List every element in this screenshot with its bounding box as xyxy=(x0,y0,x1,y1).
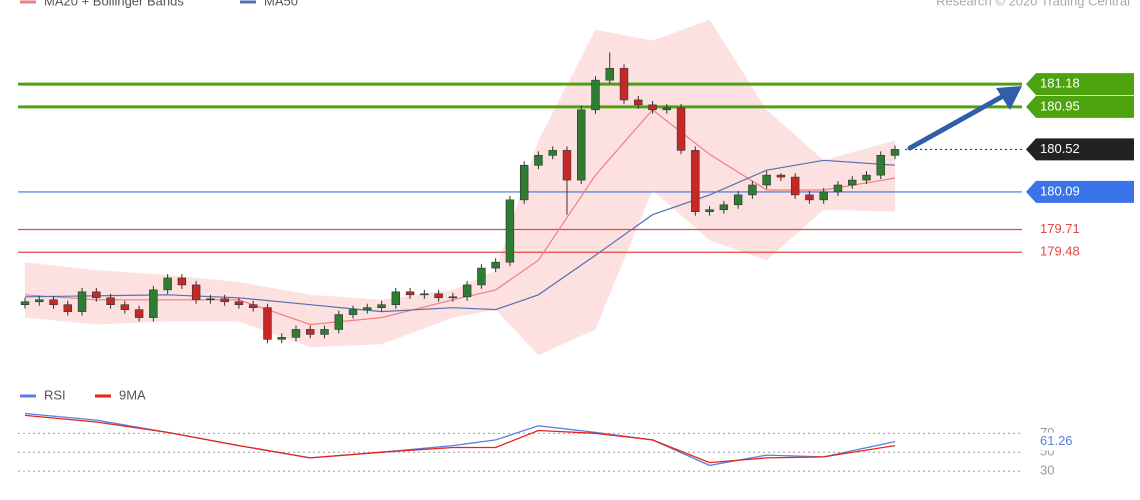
candle-body xyxy=(334,314,343,330)
candle-body xyxy=(548,150,557,156)
candle-body xyxy=(462,284,472,298)
level-label: 179.48 xyxy=(1040,244,1080,259)
candle-body xyxy=(862,174,871,181)
candle-body xyxy=(648,104,657,111)
rsi-line xyxy=(24,414,896,464)
candle-body xyxy=(263,307,272,340)
candle-body xyxy=(619,67,629,101)
candle-body xyxy=(491,261,500,269)
candle-body xyxy=(577,109,586,181)
candle-body xyxy=(591,79,600,111)
y-tick-label: 30 xyxy=(1040,463,1054,478)
candle-body xyxy=(819,191,828,201)
candle-body xyxy=(805,194,814,201)
candle-body xyxy=(291,329,301,338)
legend-label: MA50 xyxy=(264,0,298,8)
candle-body xyxy=(634,99,643,106)
ma-line xyxy=(24,159,896,313)
candle-body xyxy=(405,291,415,296)
candle-body xyxy=(434,293,443,299)
price-panel xyxy=(18,19,1022,356)
value-label-bg xyxy=(1034,432,1094,451)
candle-body xyxy=(177,277,187,286)
candle-body xyxy=(234,301,244,306)
candle-body xyxy=(776,174,786,178)
candle-body xyxy=(206,298,215,301)
candle-body xyxy=(719,204,729,211)
candle-body xyxy=(20,301,30,306)
candle-body xyxy=(605,67,614,81)
candle-body xyxy=(691,150,700,213)
level-label: 181.18 xyxy=(1040,76,1080,91)
forecast-arrow xyxy=(907,86,1022,151)
value-label: 61.26 xyxy=(1040,433,1073,448)
candle-body xyxy=(191,284,201,301)
candle-body xyxy=(733,194,743,206)
candle-body xyxy=(662,107,672,111)
candle-body xyxy=(120,304,130,310)
level-badge xyxy=(1026,138,1134,161)
candle-body xyxy=(505,199,515,263)
bollinger-band xyxy=(25,19,895,356)
candle-body xyxy=(277,337,286,340)
candle-body xyxy=(248,304,258,308)
candle-body xyxy=(49,299,58,306)
candle-body xyxy=(519,164,529,201)
candle-body xyxy=(790,176,800,196)
legend-label: MA20 + Bollinger Bands xyxy=(44,0,184,8)
level-label: 179.71 xyxy=(1040,221,1080,236)
candle-body xyxy=(320,329,329,335)
candle-body xyxy=(348,309,358,315)
candle-body xyxy=(762,174,771,186)
level-badge xyxy=(1026,180,1134,203)
candle-body xyxy=(163,277,172,291)
legend-label: RSI xyxy=(44,387,66,402)
candle-body xyxy=(562,150,572,181)
level-label: 180.95 xyxy=(1040,98,1080,113)
candle-body xyxy=(833,184,843,193)
candle-body xyxy=(534,155,543,166)
candle-body xyxy=(92,291,101,299)
candle-body xyxy=(420,293,429,296)
source: Research © 2020 Trading Central xyxy=(936,0,1130,8)
candle-body xyxy=(448,296,458,299)
level-badge xyxy=(1026,73,1134,96)
candle-body xyxy=(705,209,714,213)
candle-body xyxy=(363,307,372,310)
candle-body xyxy=(220,298,229,303)
candle-body xyxy=(676,107,686,151)
candle-body xyxy=(847,179,857,186)
level-label: 180.52 xyxy=(1040,141,1080,156)
candle-body xyxy=(391,291,401,306)
legend-label: 9MA xyxy=(119,387,146,402)
candle-body xyxy=(106,297,115,306)
candle-body xyxy=(149,289,158,318)
candle-body xyxy=(134,309,144,318)
level-badge xyxy=(1026,95,1134,118)
level-label: 180.09 xyxy=(1040,183,1080,198)
candle-body xyxy=(35,299,44,303)
candle-body xyxy=(890,149,900,156)
candle-body xyxy=(306,329,315,335)
candle-body xyxy=(77,291,87,312)
candle-body xyxy=(477,267,486,286)
candle-body xyxy=(876,155,885,176)
candle-body xyxy=(748,184,757,196)
candle-body xyxy=(377,304,386,308)
candle-body xyxy=(63,304,73,312)
